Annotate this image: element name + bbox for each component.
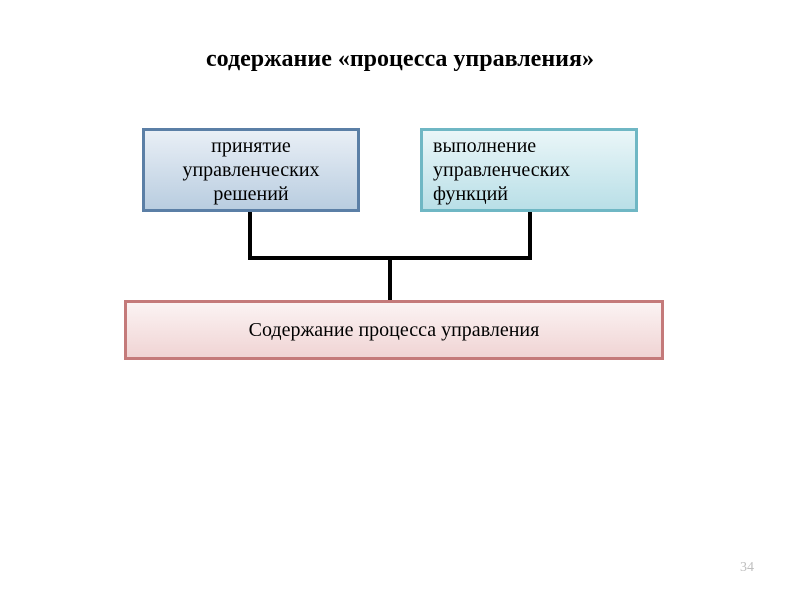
page-number: 34 bbox=[740, 560, 754, 576]
box-functions-label: выполнение управленческих функций bbox=[433, 134, 625, 206]
box-content: Содержание процесса управления bbox=[124, 300, 664, 360]
box-decisions-label: принятие управленческих решений bbox=[155, 134, 347, 206]
box-decisions: принятие управленческих решений bbox=[142, 128, 360, 212]
box-functions: выполнение управленческих функций bbox=[420, 128, 638, 212]
slide-title: содержание «процесса управления» bbox=[0, 46, 800, 73]
box-content-label: Содержание процесса управления bbox=[249, 318, 540, 342]
